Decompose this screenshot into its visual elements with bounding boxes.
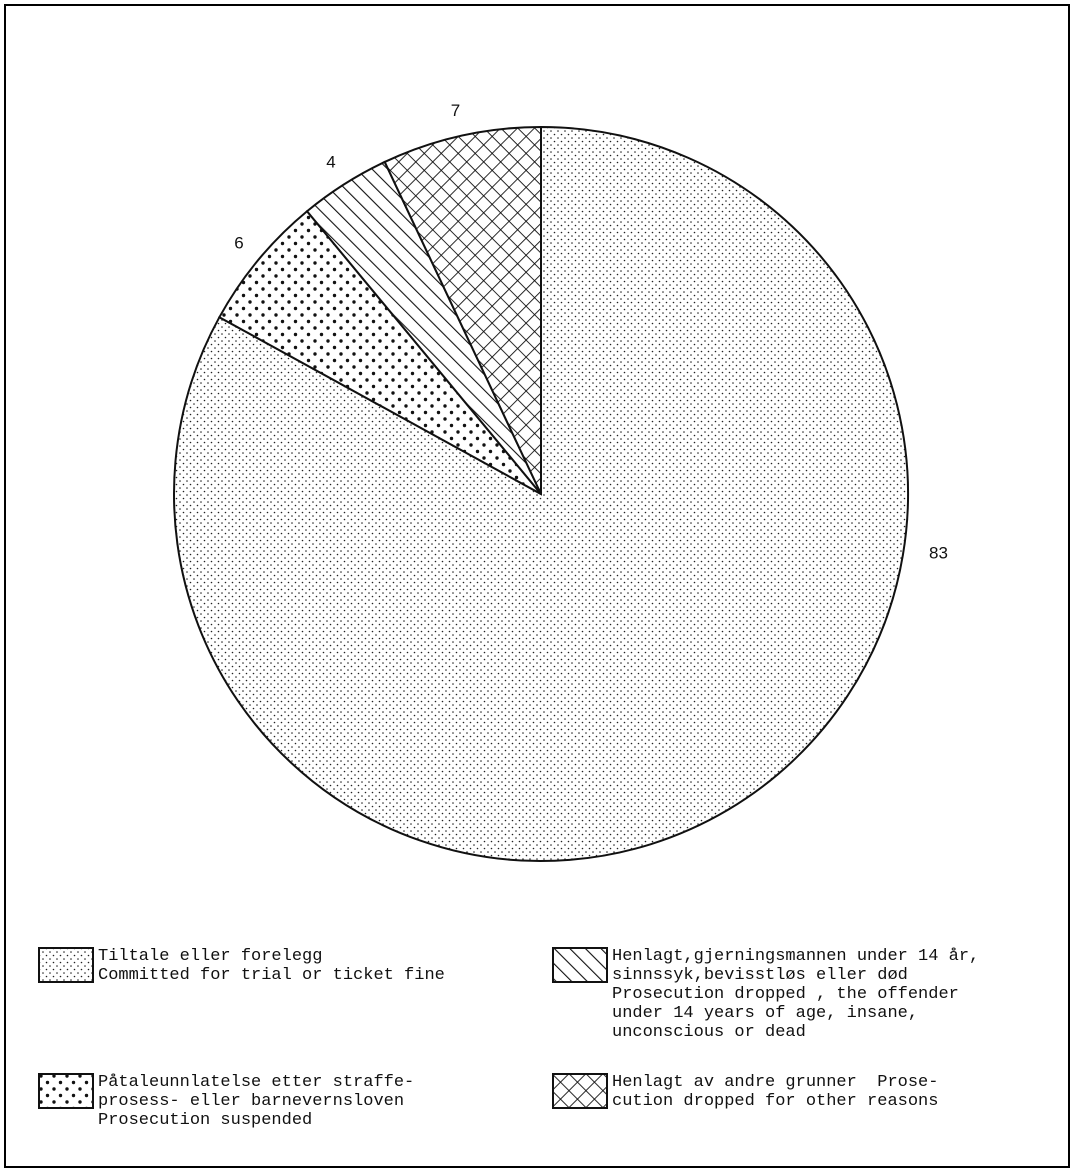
slice-value-label: 6 xyxy=(234,234,243,253)
slice-value-label: 83 xyxy=(929,544,948,563)
pie-slice-suspended xyxy=(218,209,542,495)
pie-slice-dropped-other xyxy=(383,125,542,495)
pie-slices xyxy=(173,125,909,862)
slice-value-label: 4 xyxy=(326,153,335,172)
pie-labels: 83 6 4 7 xyxy=(234,101,948,563)
slice-value-label: 7 xyxy=(451,101,460,120)
